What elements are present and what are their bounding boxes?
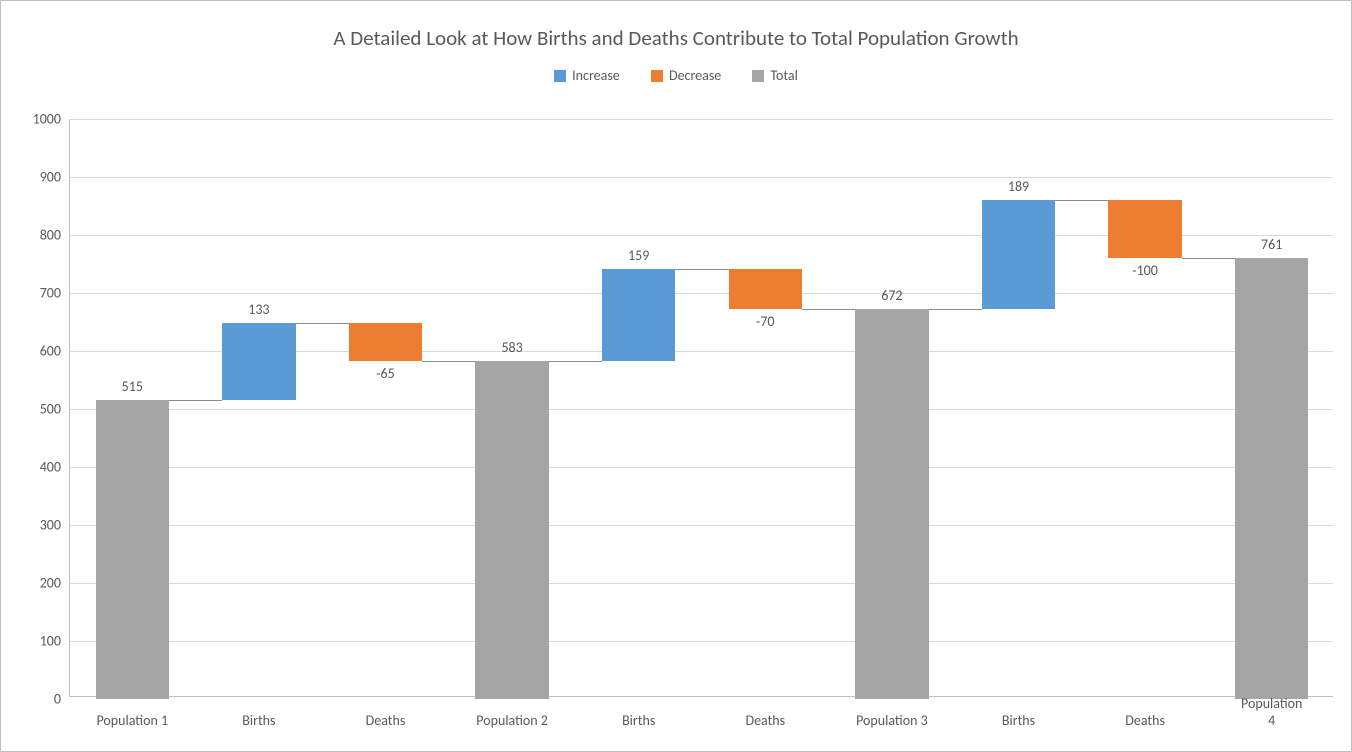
y-axis-tick: 300	[9, 517, 61, 534]
bar-decrease	[729, 269, 802, 310]
legend-swatch-total	[752, 70, 764, 82]
y-axis-tick: 1000	[9, 111, 61, 128]
data-label: 761	[1261, 236, 1282, 253]
y-axis-tick: 500	[9, 401, 61, 418]
connector-line	[675, 269, 728, 270]
legend-label-total: Total	[770, 67, 797, 84]
x-axis-tick: Births	[1002, 712, 1035, 729]
connector-line	[549, 361, 602, 362]
chart-legend: Increase Decrease Total	[1, 67, 1351, 86]
plot-area: 01002003004005006007008009001000515Popul…	[69, 119, 1333, 697]
bar-increase	[222, 323, 295, 400]
x-axis-tick: Births	[242, 712, 275, 729]
bar-total	[96, 400, 169, 699]
gridline	[69, 409, 1333, 410]
data-label: 189	[1008, 178, 1029, 195]
y-axis-tick: 0	[9, 691, 61, 708]
gridline	[69, 583, 1333, 584]
y-axis-tick: 700	[9, 285, 61, 302]
connector-line	[422, 361, 475, 362]
x-axis-tick: Population 1	[96, 712, 168, 729]
x-axis-tick: Deaths	[366, 712, 406, 729]
gridline	[69, 119, 1333, 120]
bar-increase	[602, 269, 675, 361]
y-axis-tick: 100	[9, 633, 61, 650]
bar-total	[1235, 258, 1308, 699]
y-axis-tick: 200	[9, 575, 61, 592]
gridline	[69, 525, 1333, 526]
connector-line	[1182, 258, 1235, 259]
bar-decrease	[1108, 200, 1181, 258]
bar-decrease	[349, 323, 422, 361]
legend-label-increase: Increase	[572, 67, 620, 84]
x-axis-tick: Births	[622, 712, 655, 729]
x-axis-tick: Deaths	[745, 712, 785, 729]
waterfall-chart: A Detailed Look at How Births and Deaths…	[0, 0, 1352, 752]
data-label: -100	[1132, 262, 1158, 279]
legend-item-increase: Increase	[554, 67, 620, 84]
gridline	[69, 467, 1333, 468]
y-axis-tick: 900	[9, 169, 61, 186]
data-label: 583	[501, 339, 522, 356]
x-axis-tick: Population 4	[1241, 695, 1302, 729]
gridline	[69, 293, 1333, 294]
data-label: 515	[122, 378, 143, 395]
connector-line	[929, 309, 982, 310]
connector-line	[802, 309, 855, 310]
gridline	[69, 177, 1333, 178]
legend-item-total: Total	[752, 67, 797, 84]
legend-swatch-increase	[554, 70, 566, 82]
y-axis-tick: 800	[9, 227, 61, 244]
bar-increase	[982, 200, 1055, 310]
connector-line	[1055, 200, 1108, 201]
connector-line	[296, 323, 349, 324]
data-label: 133	[248, 301, 269, 318]
legend-item-decrease: Decrease	[651, 67, 721, 84]
y-axis-tick: 400	[9, 459, 61, 476]
bar-total	[855, 309, 928, 699]
y-axis-tick: 600	[9, 343, 61, 360]
connector-line	[169, 400, 222, 401]
chart-title: A Detailed Look at How Births and Deaths…	[1, 25, 1351, 51]
data-label: 672	[881, 287, 902, 304]
x-axis-tick: Population 3	[856, 712, 928, 729]
data-label: -65	[376, 365, 394, 382]
legend-label-decrease: Decrease	[669, 67, 721, 84]
x-axis-tick: Population 2	[476, 712, 548, 729]
gridline	[69, 641, 1333, 642]
x-axis-tick: Deaths	[1125, 712, 1165, 729]
data-label: -70	[756, 313, 774, 330]
bar-total	[475, 361, 548, 699]
data-label: 159	[628, 247, 649, 264]
legend-swatch-decrease	[651, 70, 663, 82]
